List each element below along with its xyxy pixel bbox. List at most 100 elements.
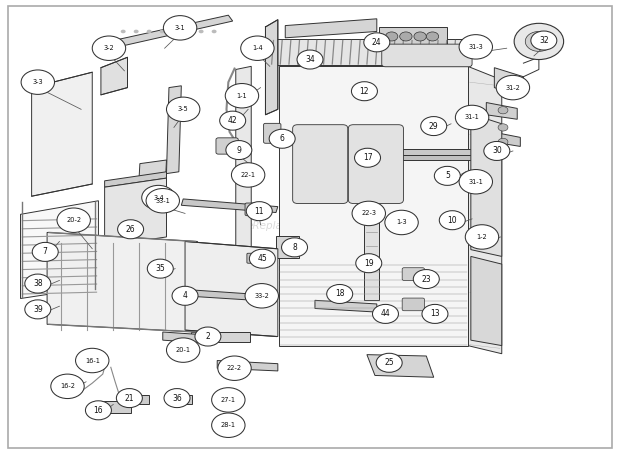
Polygon shape [105, 178, 167, 246]
Text: 12: 12 [360, 87, 369, 96]
Text: eReplacementParts.com: eReplacementParts.com [246, 221, 374, 231]
FancyBboxPatch shape [214, 398, 239, 406]
Text: 31-2: 31-2 [505, 84, 520, 91]
Text: 29: 29 [429, 122, 438, 131]
FancyBboxPatch shape [402, 298, 425, 311]
Circle shape [440, 211, 465, 230]
Polygon shape [265, 20, 278, 115]
Text: 3-3: 3-3 [32, 79, 43, 85]
Circle shape [195, 327, 221, 346]
Circle shape [249, 249, 275, 268]
Polygon shape [279, 66, 467, 345]
Text: 31-3: 31-3 [469, 44, 483, 50]
Text: 22-1: 22-1 [241, 172, 255, 178]
Text: 32: 32 [539, 36, 549, 45]
Circle shape [118, 220, 144, 239]
Circle shape [352, 82, 378, 101]
Text: 9: 9 [236, 146, 241, 154]
Polygon shape [101, 57, 128, 95]
Polygon shape [402, 149, 472, 154]
Circle shape [498, 107, 508, 114]
Text: 30: 30 [492, 147, 502, 155]
Circle shape [352, 201, 386, 226]
Circle shape [525, 31, 552, 51]
Circle shape [167, 338, 200, 362]
Circle shape [498, 151, 508, 158]
Circle shape [198, 30, 203, 33]
Text: 1-4: 1-4 [252, 45, 263, 51]
FancyBboxPatch shape [247, 253, 260, 263]
FancyBboxPatch shape [191, 332, 250, 342]
Text: 1-3: 1-3 [396, 219, 407, 226]
Text: 7: 7 [43, 247, 48, 257]
Circle shape [514, 23, 564, 59]
Text: 28-1: 28-1 [221, 422, 236, 428]
Circle shape [147, 30, 152, 33]
Circle shape [25, 300, 51, 319]
Circle shape [246, 202, 272, 221]
Text: 3-1: 3-1 [175, 25, 185, 31]
Circle shape [435, 166, 460, 185]
Circle shape [142, 185, 175, 210]
Text: 13: 13 [430, 310, 440, 318]
Circle shape [226, 141, 252, 159]
Text: 22-3: 22-3 [361, 210, 376, 217]
Text: 11: 11 [255, 207, 264, 216]
Text: 18: 18 [335, 290, 345, 298]
Circle shape [459, 169, 492, 194]
Polygon shape [467, 66, 502, 354]
FancyBboxPatch shape [264, 123, 281, 143]
Polygon shape [365, 205, 379, 301]
Polygon shape [471, 257, 502, 345]
Text: 17: 17 [363, 153, 373, 162]
Polygon shape [105, 172, 167, 187]
Text: 4: 4 [183, 291, 187, 300]
Text: 31-1: 31-1 [469, 179, 483, 185]
Circle shape [160, 30, 165, 33]
Circle shape [211, 388, 245, 412]
Circle shape [219, 111, 246, 130]
Text: 1-2: 1-2 [477, 234, 487, 240]
Text: 44: 44 [381, 310, 391, 318]
Circle shape [121, 30, 126, 33]
Polygon shape [217, 360, 278, 371]
FancyBboxPatch shape [210, 257, 239, 273]
Circle shape [32, 242, 58, 262]
Circle shape [225, 84, 259, 108]
Circle shape [498, 138, 508, 146]
FancyBboxPatch shape [379, 27, 448, 46]
Text: 39: 39 [33, 305, 43, 314]
Circle shape [51, 374, 84, 399]
Text: 22-2: 22-2 [227, 365, 242, 371]
Circle shape [400, 32, 412, 41]
Text: 3-5: 3-5 [178, 106, 188, 112]
Text: 27-1: 27-1 [221, 397, 236, 403]
Polygon shape [20, 201, 99, 299]
Circle shape [498, 124, 508, 131]
Text: 8: 8 [292, 243, 297, 252]
FancyBboxPatch shape [214, 423, 239, 431]
Circle shape [327, 285, 353, 303]
Circle shape [172, 286, 198, 305]
Text: 45: 45 [257, 254, 267, 263]
FancyBboxPatch shape [348, 125, 404, 203]
Circle shape [167, 97, 200, 122]
Circle shape [373, 304, 399, 323]
Circle shape [164, 389, 190, 408]
Text: 16: 16 [94, 406, 104, 415]
Circle shape [356, 254, 382, 273]
Circle shape [76, 348, 109, 373]
Text: 33-2: 33-2 [254, 293, 269, 299]
Polygon shape [268, 39, 471, 65]
Circle shape [355, 148, 381, 167]
Text: 1-1: 1-1 [237, 93, 247, 99]
Circle shape [172, 30, 177, 33]
Circle shape [245, 284, 278, 308]
Circle shape [376, 353, 402, 372]
FancyBboxPatch shape [382, 44, 472, 67]
Polygon shape [163, 332, 216, 344]
Text: 3-2: 3-2 [104, 45, 114, 51]
Circle shape [185, 30, 190, 33]
Text: 35: 35 [156, 264, 165, 273]
Polygon shape [47, 232, 197, 332]
